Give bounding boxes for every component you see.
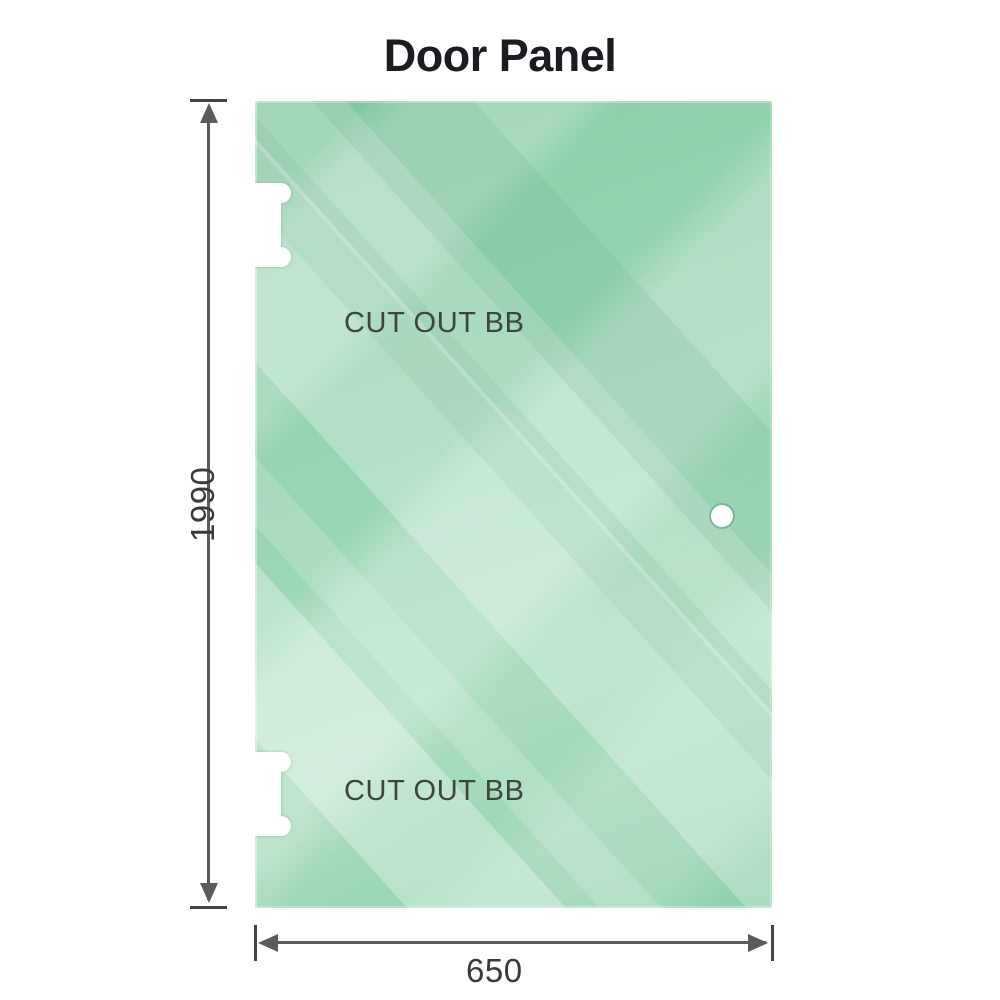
glass-door-panel: CUT OUT BB CUT OUT BB [255,101,772,908]
cutout-lower-shape [255,752,292,836]
cutout-lower-icon [255,752,291,836]
height-dimension-label: 1990 [184,466,221,542]
page-title: Door Panel [383,30,617,81]
height-extension-tick-bottom [190,906,227,909]
width-dimension-shaft [262,941,766,944]
cutout-upper-icon [255,183,291,267]
width-arrow-right-icon [748,933,768,952]
width-extension-tick-left [254,925,257,961]
panel-glass-fill [255,101,772,908]
height-extension-tick-top [190,99,227,102]
width-arrow-left-icon [258,933,278,952]
cutout-upper-label: CUT OUT BB [344,307,525,339]
height-arrow-top-icon [199,103,218,123]
width-dimension-label: 650 [466,952,523,989]
cutout-lower-label: CUT OUT BB [344,775,525,807]
handle-drill-hole-icon [711,505,733,527]
height-dimension-shaft [207,108,210,900]
width-extension-tick-right [771,925,774,961]
height-arrow-bottom-icon [199,883,218,903]
cutout-upper-shape [255,183,292,267]
